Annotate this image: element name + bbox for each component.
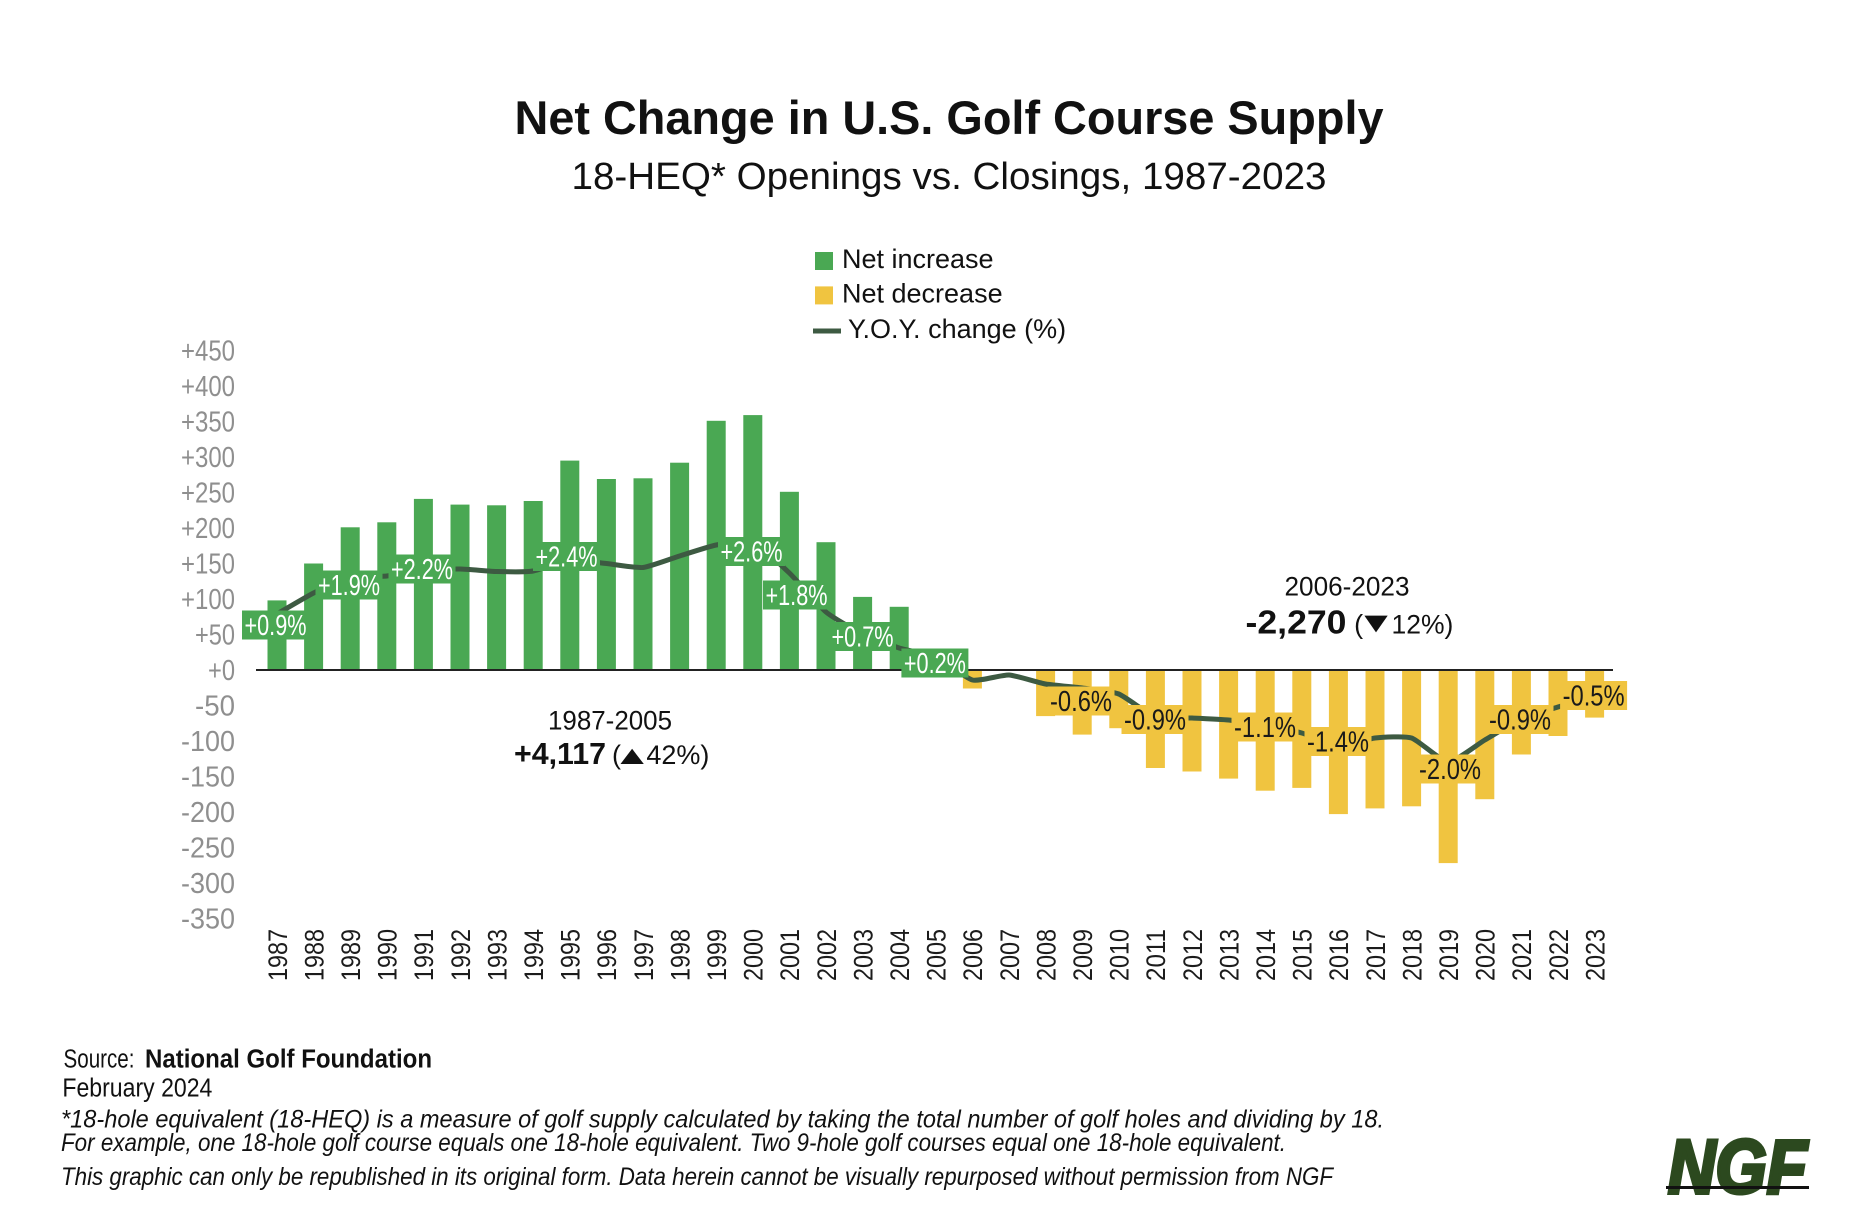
svg-text:1990: 1990: [373, 929, 403, 981]
svg-text:+4,117: +4,117: [514, 736, 606, 771]
svg-text:+1.8%: +1.8%: [766, 580, 828, 612]
svg-text:-2,270: -2,270: [1246, 604, 1347, 641]
svg-text:2006-2023: 2006-2023: [1285, 572, 1410, 602]
svg-text:1987-2005: 1987-2005: [548, 705, 672, 735]
svg-text:Net decrease: Net decrease: [842, 279, 1003, 309]
svg-text:-0.9%: -0.9%: [1124, 705, 1186, 737]
svg-text:+2.4%: +2.4%: [536, 542, 598, 574]
svg-text:Net increase: Net increase: [842, 244, 994, 274]
svg-text:1997: 1997: [629, 929, 659, 981]
svg-text:1996: 1996: [592, 929, 622, 981]
svg-text:+450: +450: [181, 336, 235, 368]
svg-text:-0.5%: -0.5%: [1563, 681, 1625, 713]
svg-text:2017: 2017: [1361, 929, 1391, 981]
svg-text:1993: 1993: [482, 929, 512, 981]
svg-text:2015: 2015: [1288, 929, 1318, 981]
svg-text:-2.0%: -2.0%: [1419, 754, 1481, 786]
svg-text:+2.6%: +2.6%: [721, 537, 783, 569]
svg-text:+350: +350: [181, 407, 235, 439]
svg-text:12%): 12%): [1392, 610, 1454, 640]
svg-text:-0.6%: -0.6%: [1050, 686, 1112, 718]
svg-text:2018: 2018: [1397, 929, 1427, 981]
svg-text:February 2024: February 2024: [62, 1075, 212, 1103]
svg-text:+1.9%: +1.9%: [318, 570, 380, 602]
svg-text:-200: -200: [181, 797, 235, 829]
svg-text:2013: 2013: [1214, 929, 1244, 981]
svg-text:2019: 2019: [1434, 929, 1464, 981]
svg-text:This graphic can only be repub: This graphic can only be republished in …: [61, 1163, 1335, 1191]
svg-text:1987: 1987: [263, 929, 293, 981]
svg-text:2003: 2003: [848, 929, 878, 981]
svg-text:2009: 2009: [1068, 929, 1098, 981]
svg-text:2000: 2000: [739, 929, 769, 981]
svg-text:(: (: [612, 740, 621, 770]
svg-text:1989: 1989: [336, 929, 366, 981]
svg-text:+0.7%: +0.7%: [832, 622, 894, 654]
svg-text:*18-hole equivalent (18-HEQ) i: *18-hole equivalent (18-HEQ) is a measur…: [61, 1105, 1384, 1133]
svg-text:2021: 2021: [1507, 929, 1537, 981]
svg-text:1995: 1995: [556, 929, 586, 981]
svg-text:2006: 2006: [958, 929, 988, 981]
svg-text:-1.4%: -1.4%: [1307, 727, 1369, 759]
svg-text:2022: 2022: [1544, 929, 1574, 981]
svg-text:2005: 2005: [922, 929, 952, 981]
svg-text:2001: 2001: [775, 929, 805, 981]
svg-text:2010: 2010: [1105, 929, 1135, 981]
svg-text:-1.1%: -1.1%: [1234, 712, 1296, 744]
svg-text:1998: 1998: [665, 929, 695, 981]
svg-text:-300: -300: [181, 868, 235, 900]
svg-text:2007: 2007: [995, 929, 1025, 981]
svg-text:1999: 1999: [702, 929, 732, 981]
svg-text:2020: 2020: [1471, 929, 1501, 981]
svg-text:+250: +250: [181, 478, 235, 510]
svg-text:+0.2%: +0.2%: [904, 648, 966, 680]
svg-text:+100: +100: [181, 584, 235, 616]
svg-text:+200: +200: [181, 513, 235, 545]
svg-text:18-HEQ* Openings vs. Closings,: 18-HEQ* Openings vs. Closings, 1987-2023: [572, 156, 1327, 198]
svg-text:2012: 2012: [1178, 929, 1208, 981]
svg-text:2014: 2014: [1251, 929, 1281, 981]
svg-text:+50: +50: [195, 620, 235, 652]
svg-text:+0.9%: +0.9%: [245, 610, 307, 642]
svg-text:+300: +300: [181, 442, 235, 474]
svg-text:+400: +400: [181, 371, 235, 403]
svg-text:+150: +150: [181, 549, 235, 581]
svg-text:1991: 1991: [409, 929, 439, 981]
svg-text:-350: -350: [181, 904, 235, 936]
svg-text:Source:: Source:: [64, 1046, 135, 1074]
svg-text:+0: +0: [208, 655, 235, 687]
svg-text:NGF: NGF: [1668, 1125, 1809, 1210]
svg-text:2023: 2023: [1580, 929, 1610, 981]
svg-text:-0.9%: -0.9%: [1489, 705, 1551, 737]
svg-text:-50: -50: [195, 691, 235, 723]
svg-text:(: (: [1354, 610, 1363, 640]
svg-text:2002: 2002: [812, 929, 842, 981]
svg-text:2004: 2004: [885, 929, 915, 981]
svg-text:2016: 2016: [1324, 929, 1354, 981]
svg-text:+2.2%: +2.2%: [391, 554, 453, 586]
svg-text:2011: 2011: [1141, 929, 1171, 981]
svg-text:1994: 1994: [519, 929, 549, 981]
svg-text:-100: -100: [181, 726, 235, 758]
svg-text:National Golf Foundation: National Golf Foundation: [145, 1046, 432, 1074]
svg-text:Net Change in U.S. Golf Course: Net Change in U.S. Golf Course Supply: [515, 91, 1384, 144]
svg-text:42%): 42%): [646, 740, 709, 770]
svg-text:2008: 2008: [1031, 929, 1061, 981]
svg-text:-150: -150: [181, 762, 235, 794]
svg-text:1988: 1988: [299, 929, 329, 981]
svg-text:Y.O.Y. change (%): Y.O.Y. change (%): [848, 314, 1066, 344]
svg-text:-250: -250: [181, 833, 235, 865]
svg-text:1992: 1992: [446, 929, 476, 981]
svg-text:For example, one 18-hole golf: For example, one 18-hole golf course equ…: [61, 1129, 1286, 1157]
